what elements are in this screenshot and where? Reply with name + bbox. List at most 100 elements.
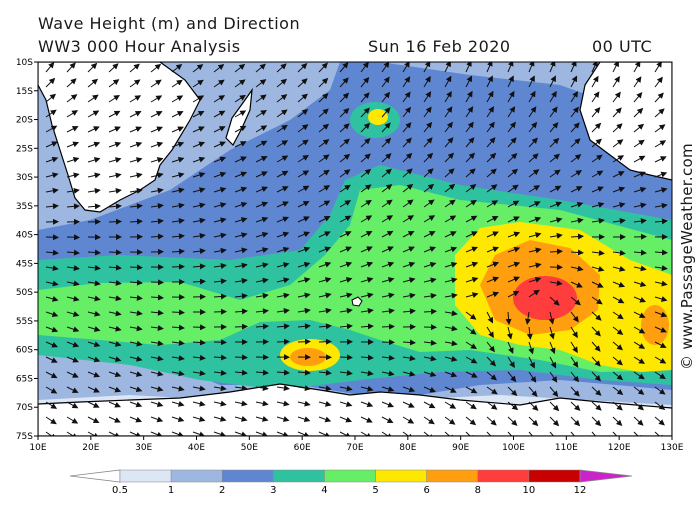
direction-arrow: [66, 280, 80, 287]
wave-direction-arrows: [45, 62, 668, 436]
direction-arrow: [423, 416, 435, 425]
direction-arrow: [150, 324, 164, 331]
direction-arrow: [297, 108, 309, 118]
direction-arrow: [360, 323, 374, 330]
direction-arrow: [528, 247, 542, 254]
direction-arrow: [570, 296, 581, 306]
direction-arrow: [45, 341, 58, 348]
direction-arrow: [276, 201, 289, 208]
direction-arrow: [87, 401, 100, 408]
direction-arrow: [486, 386, 498, 395]
direction-arrow: [339, 323, 353, 330]
direction-arrow: [318, 431, 331, 436]
direction-arrow: [360, 184, 372, 193]
direction-arrow: [87, 431, 100, 436]
direction-arrow: [570, 106, 579, 118]
direction-arrow: [297, 400, 311, 407]
direction-arrow: [465, 231, 478, 238]
direction-arrow: [255, 323, 269, 330]
direction-arrow: [402, 106, 411, 118]
direction-arrow: [528, 216, 542, 223]
direction-arrow: [255, 201, 269, 208]
direction-arrow: [507, 106, 516, 118]
direction-arrow: [297, 231, 310, 238]
direction-arrow: [150, 111, 163, 118]
direction-arrow: [423, 75, 431, 88]
direction-arrow: [192, 232, 206, 239]
direction-arrow: [444, 277, 458, 284]
direction-arrow: [612, 296, 625, 304]
direction-arrow: [276, 323, 290, 330]
direction-arrow: [108, 187, 122, 194]
direction-arrow: [255, 416, 269, 422]
direction-arrow: [255, 109, 267, 118]
direction-arrow: [549, 153, 560, 163]
direction-arrow: [66, 416, 79, 424]
direction-arrow: [633, 281, 647, 287]
direction-arrow: [87, 371, 101, 378]
direction-arrow: [318, 185, 331, 193]
direction-arrow: [402, 339, 416, 346]
direction-arrow: [255, 232, 269, 238]
direction-arrow: [486, 371, 497, 381]
direction-arrow: [549, 169, 561, 178]
direction-arrow: [507, 231, 521, 238]
legend-tick-label: 0.5: [112, 485, 128, 496]
direction-arrow: [339, 277, 353, 283]
direction-arrow: [528, 201, 541, 208]
direction-arrow: [213, 64, 225, 73]
direction-arrow: [171, 95, 184, 103]
direction-arrow: [276, 277, 290, 284]
lon-label: 50E: [241, 443, 258, 453]
direction-arrow: [549, 386, 559, 397]
analysis-time: 00 UTC: [592, 37, 653, 56]
direction-arrow: [339, 354, 353, 361]
direction-arrow: [213, 95, 226, 103]
direction-arrow: [108, 325, 122, 332]
direction-arrow: [339, 261, 353, 268]
legend-swatch-max: [579, 469, 633, 483]
direction-arrow: [192, 202, 206, 209]
direction-arrow: [402, 199, 414, 208]
direction-arrow: [339, 62, 349, 73]
lat-label: 70S: [16, 403, 33, 413]
direction-arrow: [276, 78, 288, 88]
direction-arrow: [360, 401, 374, 408]
direction-arrow: [129, 126, 142, 133]
direction-arrow: [171, 218, 185, 224]
direction-arrow: [360, 231, 373, 238]
direction-arrow: [402, 62, 410, 73]
wave-band-10m: [513, 276, 577, 320]
direction-arrow: [192, 431, 206, 436]
direction-arrow: [192, 187, 206, 194]
direction-arrow: [108, 157, 122, 163]
direction-arrow: [570, 281, 583, 288]
direction-arrow: [444, 340, 458, 347]
direction-arrow: [255, 369, 269, 376]
direction-arrow: [297, 385, 311, 392]
direction-arrow: [150, 79, 162, 88]
direction-arrow: [507, 416, 518, 426]
direction-arrow: [276, 124, 288, 133]
direction-arrow: [213, 126, 226, 133]
direction-arrow: [591, 296, 603, 305]
direction-arrow: [633, 62, 641, 73]
direction-arrow: [654, 311, 668, 318]
direction-arrow: [45, 172, 59, 179]
direction-arrow: [591, 122, 602, 133]
direction-arrow: [66, 386, 79, 393]
direction-arrow: [465, 261, 479, 268]
direction-arrow: [276, 400, 290, 407]
direction-arrow: [591, 91, 600, 103]
direction-arrow: [192, 416, 206, 422]
direction-arrow: [633, 76, 642, 88]
direction-arrow: [129, 279, 143, 286]
direction-arrow: [423, 168, 434, 178]
direction-arrow: [297, 292, 311, 299]
lat-label: 25S: [16, 144, 33, 154]
direction-arrow: [612, 186, 626, 193]
direction-arrow: [66, 157, 80, 163]
direction-arrow: [297, 170, 310, 178]
direction-arrow: [423, 386, 436, 393]
direction-arrow: [297, 369, 311, 376]
